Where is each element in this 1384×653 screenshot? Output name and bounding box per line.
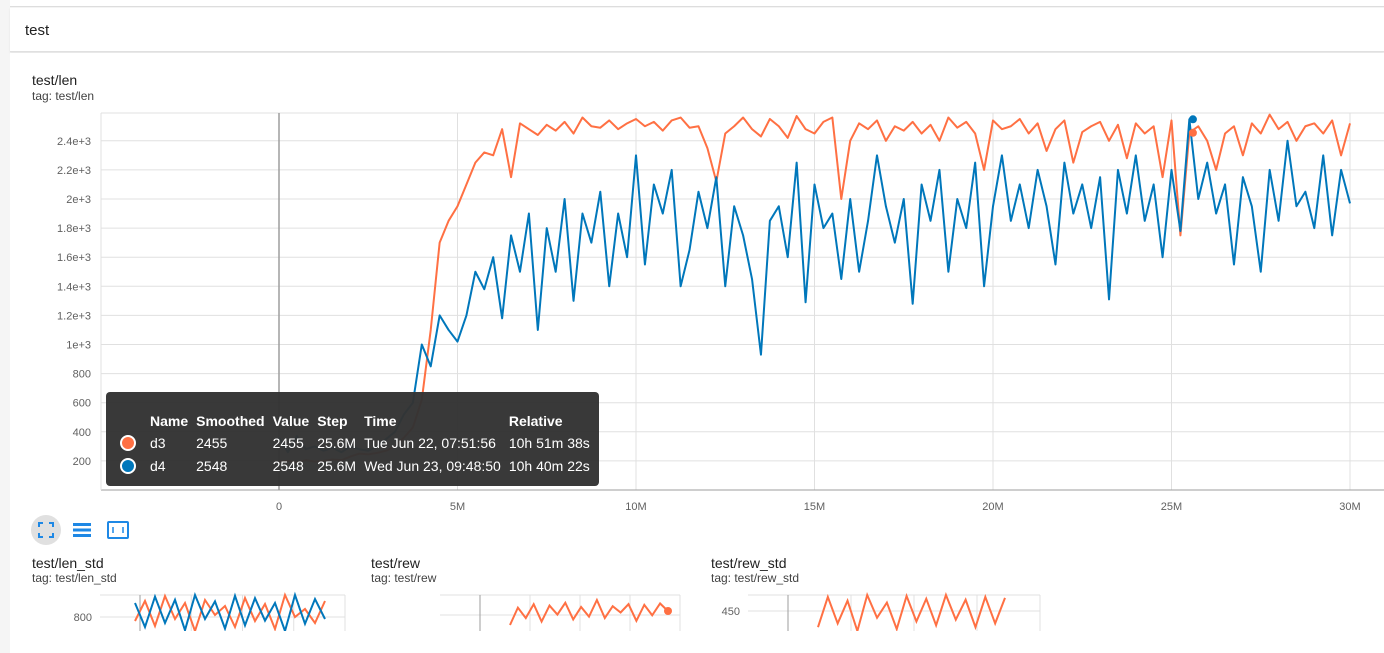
fit-domain-button[interactable] xyxy=(103,515,133,545)
run-name: d4 xyxy=(150,457,166,474)
x-tick-label: 20M xyxy=(982,501,1003,513)
top-strip xyxy=(10,0,1384,7)
col-name: Name xyxy=(150,413,189,429)
y-tick-label: 450 xyxy=(722,606,740,618)
col-value: Value xyxy=(272,413,310,429)
group-header[interactable]: test xyxy=(10,8,1384,52)
x-tick-label: 10M xyxy=(625,501,646,513)
x-tick-label: 0 xyxy=(276,501,282,513)
series-line-d4 xyxy=(134,591,326,631)
value: 2455 xyxy=(272,434,304,451)
series-line-d4 xyxy=(278,118,1351,454)
run-name: d3 xyxy=(150,434,166,451)
x-tick-label: 30M xyxy=(1339,501,1360,513)
col-step: Step xyxy=(317,413,348,429)
series-line-d3 xyxy=(817,591,1006,631)
y-tick-label: 800 xyxy=(74,612,92,624)
value: 2548 xyxy=(272,457,304,474)
y-tick-label: 600 xyxy=(73,398,91,410)
small-chart-title: test/rew_std xyxy=(711,555,787,571)
tooltip-row: d4 2548 2548 25.6M Wed Jun 23, 09:48:50 … xyxy=(120,454,598,477)
fullscreen-button[interactable] xyxy=(31,515,61,545)
small-chart-tag: tag: test/len_std xyxy=(32,571,117,585)
y-tick-label: 1.2e+3 xyxy=(57,310,91,322)
chart-title: test/len xyxy=(32,72,78,88)
y-tick-label: 400 xyxy=(73,427,91,439)
y-tick-label: 2.2e+3 xyxy=(57,165,91,177)
time: Tue Jun 22, 07:51:56 xyxy=(364,434,496,451)
hover-marker-d3 xyxy=(664,607,672,615)
small-chart-tag: tag: test/rew xyxy=(371,571,437,585)
relative: 10h 51m 38s xyxy=(508,434,590,451)
series-line-d3 xyxy=(278,113,1351,464)
y-tick-label: 1.8e+3 xyxy=(57,223,91,235)
hover-marker-d3 xyxy=(1188,128,1197,137)
col-time: Time xyxy=(364,413,397,429)
y-tick-label: 2e+3 xyxy=(66,194,91,206)
run-color-swatch xyxy=(120,435,136,452)
step: 25.6M xyxy=(317,457,357,474)
fullscreen-icon xyxy=(38,522,54,538)
col-relative: Relative xyxy=(508,413,563,429)
smoothed-value: 2548 xyxy=(196,457,228,474)
y-tick-label: 1e+3 xyxy=(66,340,91,352)
small-chart-title: test/len_std xyxy=(32,555,104,571)
time: Wed Jun 23, 09:48:50 xyxy=(364,457,501,474)
series-line-d3 xyxy=(134,592,326,631)
tooltip-row: d3 2455 2455 25.6M Tue Jun 22, 07:51:56 … xyxy=(120,431,598,454)
group-body xyxy=(10,53,1384,653)
hover-marker-d4 xyxy=(1188,115,1197,124)
y-tick-label: 800 xyxy=(73,369,91,381)
fit-domain-icon xyxy=(107,521,129,539)
log-scale-button[interactable] xyxy=(67,515,97,545)
toggle-log-scale-icon xyxy=(73,523,91,537)
tooltip-table: Name Smoothed Value Step Time Relative d… xyxy=(120,411,598,477)
relative: 10h 40m 22s xyxy=(508,457,590,474)
col-smoothed: Smoothed xyxy=(196,413,265,429)
hover-tooltip: Name Smoothed Value Step Time Relative d… xyxy=(106,392,599,486)
smoothed-value: 2455 xyxy=(196,434,228,451)
x-tick-label: 25M xyxy=(1161,501,1182,513)
x-tick-label: 5M xyxy=(450,501,465,513)
run-color-swatch xyxy=(120,458,136,475)
y-tick-label: 1.6e+3 xyxy=(57,252,91,264)
y-tick-label: 1.4e+3 xyxy=(57,281,91,293)
chart-toolbar xyxy=(31,515,133,545)
chart-tag: tag: test/len xyxy=(32,89,95,103)
y-tick-label: 2.4e+3 xyxy=(57,136,91,148)
small-chart-tag: tag: test/rew_std xyxy=(711,571,800,585)
small-chart-title: test/rew xyxy=(371,555,421,571)
group-title: test xyxy=(25,22,50,39)
step: 25.6M xyxy=(317,434,357,451)
small-charts: 800 450 xyxy=(74,591,1041,631)
y-tick-label: 200 xyxy=(73,456,91,468)
series-line-d3 xyxy=(509,597,669,626)
x-tick-label: 15M xyxy=(804,501,825,513)
